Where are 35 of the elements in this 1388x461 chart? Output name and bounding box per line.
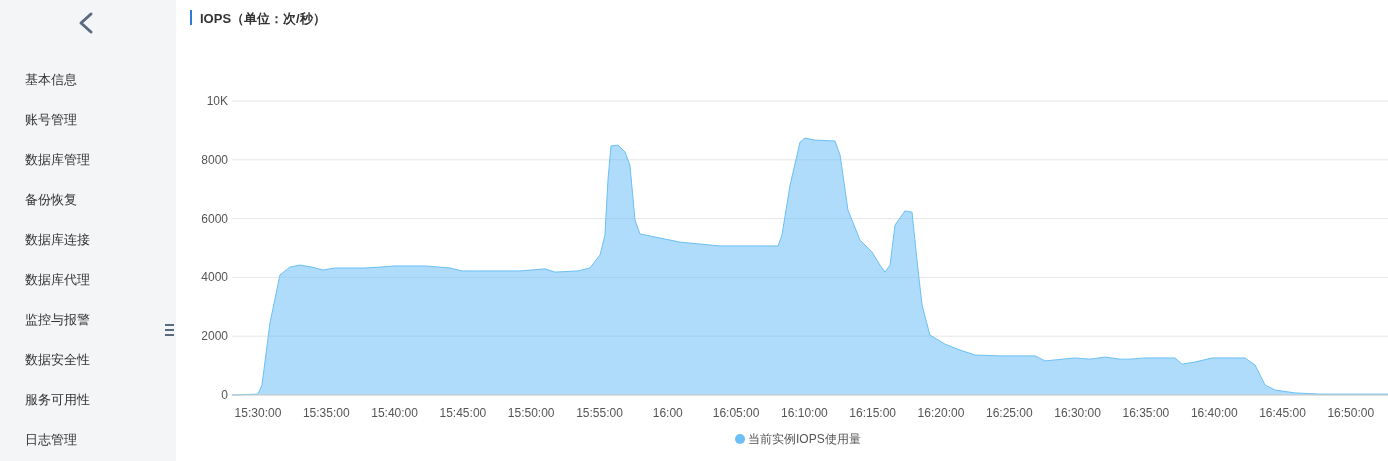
text: 服务可用性 (25, 392, 90, 407)
x-tick-label: 16:35:00 (1122, 406, 1170, 420)
y-tick-label: 2000 (201, 329, 229, 344)
text: 备份恢复 (25, 192, 77, 207)
text: 数据安全性 (25, 352, 90, 367)
x-tick-label: 15:35:00 (302, 406, 350, 420)
x-tick-label: 16:25:00 (985, 406, 1034, 420)
x-tick-label: 16:05:00 (712, 406, 760, 420)
x-tick-label: 15:50:00 (507, 406, 555, 420)
x-tick-label: 16:30:00 (1054, 406, 1102, 420)
x-tick-label: 16:00 (652, 406, 684, 420)
chart-title: IOPS（单位：次/秒） (200, 11, 326, 26)
text: 日志管理 (25, 432, 77, 447)
x-tick-label: 16:20:00 (917, 406, 965, 420)
y-tick-label: 4000 (201, 270, 229, 285)
legend-label: 当前实例IOPS使用量 (748, 432, 861, 446)
y-tick-label: 6000 (201, 211, 229, 226)
x-tick-label: 16:45:00 (1259, 406, 1307, 420)
x-tick-label: 15:45:00 (439, 406, 487, 420)
x-tick-label: 16:40:00 (1190, 406, 1238, 420)
text: 账号管理 (25, 112, 77, 127)
y-tick-label: 0 (221, 388, 229, 402)
text: 数据库管理 (25, 152, 90, 167)
x-tick-label: 16:10:00 (781, 406, 829, 420)
x-tick-label: 15:40:00 (371, 406, 419, 420)
x-tick-label: 16:50:00 (1327, 406, 1375, 420)
x-tick-label: 16:15:00 (849, 406, 897, 420)
text: 数据库代理 (25, 272, 90, 287)
y-tick-label: 10K (206, 94, 228, 108)
text: 监控与报警 (25, 312, 90, 327)
x-tick-label: 15:55:00 (576, 406, 624, 420)
text: 基本信息 (25, 72, 77, 87)
x-tick-label: 15:30:00 (234, 406, 282, 420)
y-tick-label: 8000 (201, 152, 229, 167)
text: 数据库连接 (25, 232, 90, 247)
